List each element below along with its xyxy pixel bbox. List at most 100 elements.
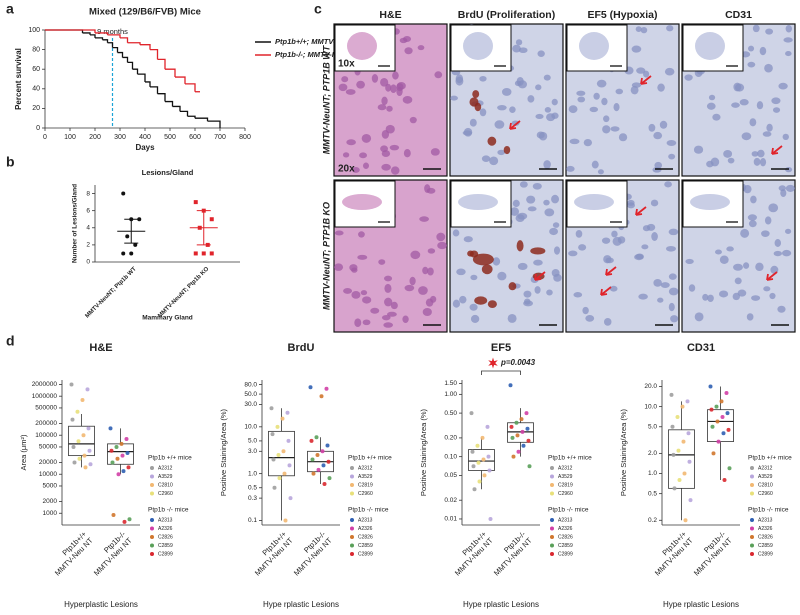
nucleus [750,195,757,204]
x-tick-label: 600 [189,134,201,141]
nucleus [665,245,676,252]
nucleus [470,314,480,323]
nucleus [535,113,544,120]
nucleus [784,228,792,234]
nucleus [646,223,656,231]
y-tick-label: 5.0 [248,438,257,445]
nucleus [668,228,679,236]
y-tick-label: 0.1 [248,517,257,524]
data-point [682,471,687,476]
nucleus [591,160,599,169]
legend-label: A3529 [558,474,573,480]
nucleus [354,318,362,328]
nucleus [497,271,507,281]
nucleus [777,305,786,313]
data-point [121,191,126,196]
nucleus [582,306,589,315]
column-header: CD31 [725,9,752,21]
nucleus [741,132,752,141]
legend-swatch [350,518,354,522]
legend-swatch [550,483,554,487]
y-axis-label: Percent survival [14,48,23,110]
nucleus [532,182,542,190]
x-tick-label: 400 [139,134,151,141]
y-tick-label: 10000 [39,471,57,478]
data-point [475,443,480,448]
nucleus [778,185,786,192]
data-point [670,424,675,429]
data-point [521,443,526,448]
data-point [710,424,715,429]
x-tick-label: 100 [64,134,76,141]
nucleus [748,220,757,228]
data-point [471,464,476,469]
data-point [201,251,206,256]
nucleus [386,105,393,112]
legend-swatch [750,466,754,470]
x-axis-label: Days [135,143,155,152]
data-point [126,465,131,470]
annotation-text: 9 months [97,27,128,36]
nucleus [527,95,535,103]
y-tick-label: 0 [36,125,40,132]
legend-swatch [550,535,554,539]
y-tick-label: 1000 [43,510,58,517]
survival-step [150,48,159,60]
nucleus [568,250,578,257]
nucleus [381,315,391,321]
y-tick-label: 80.0 [244,381,257,388]
data-point [680,404,685,409]
inset-tissue [695,32,725,60]
nucleus [764,216,772,225]
x-axis-label: Mammary Gland [142,315,193,322]
box [68,425,95,457]
nucleus [549,227,558,236]
data-point [675,414,680,419]
nucleus [617,236,626,244]
legend-swatch [350,543,354,548]
magnification: 20x [338,164,355,175]
y-tick-label: 20.0 [644,383,657,390]
nucleus [430,295,437,303]
nucleus [512,44,521,53]
nucleus [657,297,664,303]
nucleus [708,94,716,101]
data-point [310,457,315,462]
data-point [127,517,132,522]
nucleus [783,37,793,43]
data-point [133,242,138,247]
nucleus [430,148,440,156]
data-point [677,478,682,483]
nucleus [501,87,512,96]
legend-title: Ptp1b -/- mice [348,507,389,514]
data-point [76,439,81,444]
legend-label: A2313 [158,517,173,523]
x-tick-label: 500 [164,134,176,141]
legend-swatch [350,466,354,470]
legend-label: C2859 [758,543,773,549]
legend-label: Ptp1b+/+; MMTV-NeuNT [275,37,361,46]
legend-label: C2826 [358,534,373,540]
nucleus [437,241,448,250]
nucleus [362,162,370,169]
data-point [526,438,531,443]
nucleus [768,203,779,213]
legend-label: A2313 [558,517,573,523]
nucleus [659,120,668,129]
legend-label: A2313 [758,517,773,523]
nucleus [386,311,397,317]
y-tick-label: 2000000 [32,381,58,388]
nucleus [635,253,644,260]
nucleus [654,161,663,169]
nucleus [553,246,561,255]
legend-label: A2312 [158,465,173,471]
nucleus [702,293,709,301]
nucleus [334,230,344,236]
sd-bar [196,210,211,246]
nucleus [657,83,665,92]
legend-label: Ptp1b-/-; MMTV-NeuNT [275,50,357,59]
nucleus [497,149,506,156]
nucleus [589,106,599,113]
column-header: BrdU (Proliferation) [458,9,555,21]
